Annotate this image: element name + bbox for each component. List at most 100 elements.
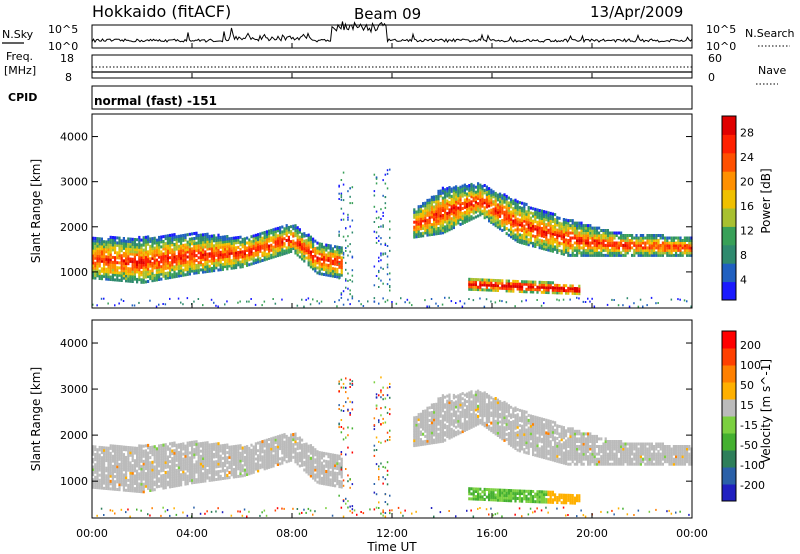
range-gate-cell bbox=[116, 488, 119, 491]
range-gate-cell bbox=[254, 233, 257, 237]
range-gate-cell bbox=[237, 245, 240, 249]
range-gate-cell bbox=[180, 271, 183, 275]
range-gate-cell bbox=[111, 278, 114, 282]
range-gate-cell bbox=[272, 248, 275, 252]
range-gate-cell bbox=[127, 259, 130, 263]
range-gate-cell bbox=[188, 459, 191, 462]
range-gate-cell bbox=[270, 253, 273, 257]
range-gate-cell bbox=[415, 210, 418, 214]
range-gate-cell bbox=[459, 213, 462, 216]
range-gate-cell bbox=[573, 248, 576, 252]
range-gate-cell bbox=[481, 184, 484, 188]
range-gate-cell bbox=[122, 465, 125, 469]
range-gate-cell bbox=[452, 221, 455, 225]
range-gate-cell bbox=[114, 261, 117, 264]
range-gate-cell bbox=[265, 255, 268, 259]
range-gate-cell bbox=[428, 223, 431, 227]
range-gate-cell bbox=[540, 231, 543, 235]
range-gate-cell bbox=[430, 228, 433, 231]
range-gate-cell bbox=[437, 217, 440, 221]
range-gate-cell bbox=[131, 448, 134, 452]
range-gate-cell bbox=[149, 257, 152, 261]
range-gate-cell bbox=[424, 229, 427, 232]
range-gate-cell bbox=[294, 246, 297, 250]
range-gate-cell bbox=[268, 232, 271, 236]
range-gate-cell bbox=[560, 237, 563, 241]
range-gate-cell bbox=[424, 201, 427, 205]
range-gate-cell bbox=[162, 446, 165, 450]
range-gate-cell bbox=[246, 473, 249, 476]
range-gate-cell bbox=[688, 236, 691, 240]
range-gate-cell bbox=[169, 455, 172, 458]
range-gate-cell bbox=[125, 460, 128, 464]
range-gate-cell bbox=[226, 458, 229, 462]
range-gate-cell bbox=[580, 229, 583, 232]
range-gate-cell bbox=[226, 267, 229, 271]
range-gate-cell bbox=[283, 232, 286, 236]
range-gate-cell bbox=[191, 264, 194, 268]
range-gate-cell bbox=[534, 227, 537, 231]
range-gate-cell bbox=[468, 198, 471, 202]
spike-cell bbox=[375, 217, 378, 220]
range-gate-cell bbox=[173, 441, 176, 445]
range-gate-cell bbox=[259, 445, 262, 449]
range-gate-cell bbox=[490, 191, 493, 195]
range-gate-cell bbox=[538, 213, 541, 217]
noise-cell bbox=[318, 302, 321, 305]
range-gate-cell bbox=[628, 246, 631, 250]
range-gate-cell bbox=[485, 202, 488, 206]
range-gate-cell bbox=[243, 450, 246, 454]
range-gate-cell bbox=[252, 463, 255, 467]
spike-cell bbox=[340, 198, 343, 201]
range-gate-cell bbox=[510, 235, 513, 239]
range-gate-cell bbox=[248, 446, 251, 450]
range-gate-cell bbox=[415, 227, 418, 231]
range-gate-cell bbox=[283, 443, 286, 447]
range-gate-cell bbox=[600, 253, 603, 257]
range-gate-cell bbox=[259, 440, 262, 444]
range-gate-cell bbox=[217, 475, 220, 479]
range-gate-cell bbox=[103, 267, 106, 271]
range-gate-cell bbox=[263, 245, 266, 249]
range-gate-cell bbox=[413, 220, 416, 224]
range-gate-cell bbox=[235, 467, 238, 471]
range-gate-cell bbox=[131, 250, 134, 254]
range-gate-cell bbox=[120, 445, 123, 449]
range-gate-cell bbox=[186, 233, 189, 237]
range-gate-cell bbox=[259, 451, 262, 454]
range-gate-cell bbox=[274, 451, 277, 455]
range-gate-cell bbox=[219, 464, 222, 468]
range-gate-cell bbox=[237, 241, 240, 244]
range-gate-cell bbox=[96, 249, 99, 253]
range-gate-cell bbox=[131, 471, 134, 475]
range-gate-cell bbox=[162, 267, 165, 271]
noise-cell bbox=[140, 509, 142, 512]
range-gate-cell bbox=[226, 240, 229, 243]
range-gate-cell bbox=[426, 221, 429, 225]
range-gate-cell bbox=[602, 253, 605, 257]
range-gate-cell bbox=[184, 258, 187, 262]
range-gate-cell bbox=[463, 183, 466, 187]
range-gate-cell bbox=[111, 236, 114, 239]
range-gate-cell bbox=[232, 258, 235, 262]
range-gate-cell bbox=[620, 231, 623, 235]
spike-cell bbox=[373, 221, 376, 223]
nsky-tick-bottom: 10^0 bbox=[48, 40, 78, 53]
range-gate-cell bbox=[92, 452, 95, 456]
range-gate-cell bbox=[569, 219, 572, 223]
range-gate-cell bbox=[545, 210, 548, 214]
range-gate-cell bbox=[521, 229, 524, 232]
range-gate-cell bbox=[237, 444, 240, 448]
range-gate-cell bbox=[246, 467, 249, 471]
range-gate-cell bbox=[147, 280, 150, 283]
range-gate-cell bbox=[485, 200, 488, 204]
range-gate-cell bbox=[290, 453, 293, 457]
range-gate-cell bbox=[554, 228, 557, 231]
range-gate-cell bbox=[109, 454, 112, 458]
range-gate-cell bbox=[149, 466, 152, 470]
range-gate-cell bbox=[155, 241, 158, 245]
range-gate-cell bbox=[540, 246, 543, 250]
range-gate-cell bbox=[230, 460, 233, 464]
range-gate-cell bbox=[573, 287, 576, 290]
range-gate-cell bbox=[274, 254, 277, 258]
